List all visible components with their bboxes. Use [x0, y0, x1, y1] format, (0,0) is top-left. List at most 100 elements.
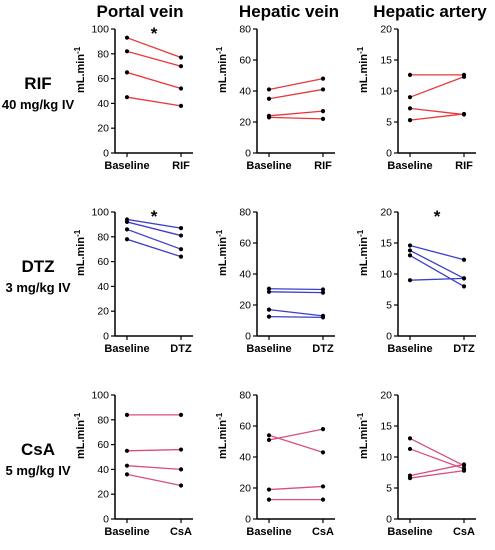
panel-csa-hepatic-artery: 0 5 10 15 20 mL.min-1 Baseline CsA: [356, 390, 476, 538]
y-axis-label: mL.min-1: [215, 46, 229, 93]
x-tick-label-baseline: Baseline: [387, 160, 432, 172]
series-line-2: [409, 249, 465, 279]
data-point-baseline-2: [266, 289, 272, 294]
y-axis-label: mL.min-1: [215, 412, 229, 459]
x-tick-label-dtz: DTZ: [170, 343, 192, 355]
x-tick-label-baseline: Baseline: [104, 526, 149, 538]
data-point-baseline-2: [124, 49, 130, 54]
data-point-baseline-1: [266, 433, 272, 438]
series-line-4: [126, 473, 182, 487]
x-tick-label-baseline: Baseline: [246, 526, 291, 538]
y-tick-label: 20: [97, 489, 109, 501]
data-point-baseline-1: [124, 35, 130, 40]
y-axis-label: mL.min-1: [356, 46, 370, 93]
y-axis-label-superscript: -1: [73, 46, 82, 54]
y-axis-label: mL.min-1: [356, 229, 370, 276]
row-label-csa-drug: CsA: [21, 440, 55, 459]
data-point-dtz-2: [178, 233, 184, 238]
row-label-rif-drug: RIF: [24, 74, 51, 93]
y-tick-label: 80: [97, 48, 109, 60]
x-tick-label-baseline: Baseline: [104, 343, 149, 355]
series-line-2: [126, 50, 182, 67]
y-tick-label: 0: [245, 331, 251, 343]
data-point-rif-4: [178, 103, 184, 108]
data-point-baseline-3: [124, 227, 130, 232]
series-line-2: [126, 221, 182, 237]
y-axis-label-superscript: -1: [356, 229, 365, 237]
data-point-rif-3: [178, 86, 184, 91]
column-title-portal-vein: Portal vein: [97, 2, 184, 21]
data-point-rif-2: [320, 87, 326, 92]
y-tick-label: 40: [239, 269, 251, 281]
y-tick-label: 40: [239, 86, 251, 98]
y-tick-label: 10: [380, 86, 392, 98]
data-point-dtz-4: [178, 254, 184, 259]
data-point-dtz-3: [178, 247, 184, 252]
x-tick-label-baseline: Baseline: [104, 160, 149, 172]
data-point-baseline-4: [407, 475, 413, 481]
data-point-csa-3: [178, 467, 184, 472]
y-axis-label-superscript: -1: [73, 412, 82, 420]
y-tick-label: 80: [239, 207, 251, 219]
y-axis-label-superscript: -1: [215, 46, 224, 54]
x-tick-label-baseline: Baseline: [387, 343, 432, 355]
y-tick-label: 20: [239, 117, 251, 129]
data-point-csa-2: [178, 447, 184, 452]
y-tick-label: 20: [239, 483, 251, 495]
series-line-4: [409, 469, 465, 479]
panel-rif-portal-vein: 0 20 40 60 80 100 mL.min-1 Baseline RIF *: [73, 24, 193, 172]
data-point-rif-1: [320, 76, 326, 81]
series-line-4: [409, 113, 465, 121]
data-point-dtz-4: [461, 276, 467, 281]
series-line-3: [126, 465, 182, 471]
x-tick-label-csa: CsA: [170, 526, 192, 538]
y-axis-label: mL.min-1: [215, 229, 229, 276]
data-point-rif-4: [320, 116, 326, 121]
y-tick-label: 20: [380, 390, 392, 402]
x-tick-label-csa: CsA: [453, 526, 475, 538]
y-tick-label: 0: [245, 148, 251, 160]
data-point-baseline-4: [407, 118, 413, 123]
y-tick-label: 10: [380, 269, 392, 281]
y-tick-label: 100: [91, 24, 109, 36]
y-tick-label: 20: [380, 207, 392, 219]
data-point-baseline-2: [124, 219, 130, 225]
data-point-baseline-3: [407, 253, 413, 258]
data-point-baseline-2: [407, 248, 413, 253]
x-tick-label-baseline: Baseline: [387, 526, 432, 538]
data-point-csa-1: [178, 412, 184, 417]
significance-marker: *: [434, 207, 441, 226]
series-line-3: [268, 309, 324, 317]
y-tick-label: 0: [103, 514, 109, 526]
data-point-baseline-1: [407, 72, 413, 77]
series-line-4: [126, 238, 182, 258]
series-line-1: [126, 37, 182, 59]
x-tick-label-rif: RIF: [172, 160, 190, 172]
data-point-baseline-4: [124, 237, 130, 242]
panel-dtz-hepatic-artery: 0 5 10 15 20 mL.min-1 Baseline DTZ *: [356, 207, 476, 355]
series-line-2: [268, 428, 324, 441]
series-line-3: [126, 228, 182, 250]
series-line-2: [409, 448, 465, 470]
data-point-dtz-2: [320, 290, 326, 295]
y-tick-label: 5: [386, 117, 392, 129]
series-line-3: [409, 107, 465, 116]
y-axis-label: mL.min-1: [73, 412, 87, 459]
y-tick-label: 40: [97, 98, 109, 110]
y-tick-label: 60: [239, 238, 251, 250]
series-line-1: [268, 288, 324, 291]
data-point-baseline-2: [407, 95, 413, 100]
data-point-dtz-4: [320, 315, 326, 320]
series-line-4: [268, 315, 324, 319]
data-point-csa-1: [320, 450, 326, 455]
data-point-baseline-2: [407, 446, 413, 452]
panel-dtz-hepatic-vein: 0 20 40 60 80 mL.min-1 Baseline DTZ: [215, 207, 335, 355]
x-tick-label-baseline: Baseline: [246, 343, 291, 355]
row-label-rif-dose: 40 mg/kg IV: [2, 97, 75, 112]
y-tick-label: 0: [386, 514, 392, 526]
series-line-4: [126, 96, 182, 107]
y-axis-label: mL.min-1: [356, 412, 370, 459]
y-tick-label: 80: [239, 24, 251, 36]
data-point-baseline-4: [124, 95, 130, 100]
